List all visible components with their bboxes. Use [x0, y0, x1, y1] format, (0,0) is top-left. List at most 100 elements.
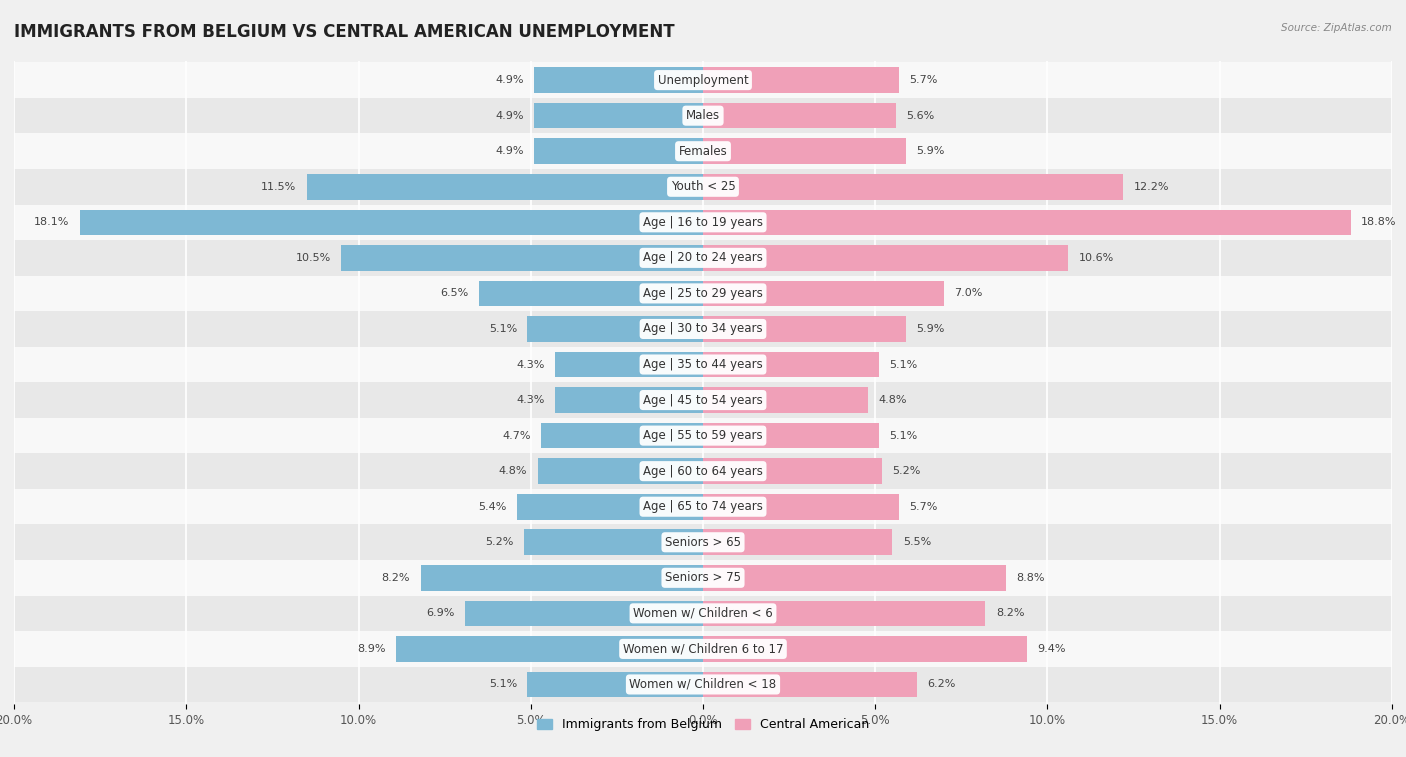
Text: 6.5%: 6.5%: [440, 288, 468, 298]
Bar: [703, 67, 900, 93]
Bar: [703, 423, 879, 448]
Text: 5.2%: 5.2%: [893, 466, 921, 476]
Bar: [14, 453, 1392, 489]
Bar: [14, 133, 1392, 169]
Bar: [527, 671, 703, 697]
Text: 4.9%: 4.9%: [495, 111, 524, 120]
Bar: [420, 565, 703, 590]
Text: Age | 20 to 24 years: Age | 20 to 24 years: [643, 251, 763, 264]
Text: 5.5%: 5.5%: [903, 537, 931, 547]
Text: Women w/ Children < 6: Women w/ Children < 6: [633, 607, 773, 620]
Text: Males: Males: [686, 109, 720, 122]
Bar: [342, 245, 703, 271]
Text: Females: Females: [679, 145, 727, 157]
Bar: [14, 169, 1392, 204]
Bar: [396, 636, 703, 662]
Bar: [555, 388, 703, 413]
Bar: [703, 316, 907, 341]
Bar: [534, 103, 703, 129]
Text: 10.6%: 10.6%: [1078, 253, 1114, 263]
Text: 5.9%: 5.9%: [917, 324, 945, 334]
Text: 4.8%: 4.8%: [879, 395, 907, 405]
Bar: [14, 418, 1392, 453]
Bar: [14, 525, 1392, 560]
Text: Age | 25 to 29 years: Age | 25 to 29 years: [643, 287, 763, 300]
Text: 4.3%: 4.3%: [516, 395, 544, 405]
Text: Women w/ Children 6 to 17: Women w/ Children 6 to 17: [623, 643, 783, 656]
Bar: [534, 67, 703, 93]
Bar: [703, 281, 945, 307]
Bar: [14, 667, 1392, 702]
Text: Seniors > 65: Seniors > 65: [665, 536, 741, 549]
Text: Unemployment: Unemployment: [658, 73, 748, 86]
Text: 12.2%: 12.2%: [1133, 182, 1168, 192]
Text: Age | 16 to 19 years: Age | 16 to 19 years: [643, 216, 763, 229]
Bar: [14, 347, 1392, 382]
Bar: [14, 62, 1392, 98]
Bar: [479, 281, 703, 307]
Text: 18.8%: 18.8%: [1361, 217, 1396, 227]
Text: Age | 65 to 74 years: Age | 65 to 74 years: [643, 500, 763, 513]
Legend: Immigrants from Belgium, Central American: Immigrants from Belgium, Central America…: [531, 713, 875, 737]
Bar: [14, 98, 1392, 133]
Bar: [555, 352, 703, 377]
Bar: [703, 174, 1123, 200]
Text: 4.8%: 4.8%: [499, 466, 527, 476]
Bar: [517, 494, 703, 519]
Text: 5.1%: 5.1%: [489, 324, 517, 334]
Bar: [524, 529, 703, 555]
Text: 8.2%: 8.2%: [995, 609, 1025, 618]
Text: Age | 45 to 54 years: Age | 45 to 54 years: [643, 394, 763, 407]
Text: 6.2%: 6.2%: [927, 680, 955, 690]
Bar: [14, 596, 1392, 631]
Text: 5.9%: 5.9%: [917, 146, 945, 156]
Bar: [703, 529, 893, 555]
Bar: [527, 316, 703, 341]
Text: Age | 60 to 64 years: Age | 60 to 64 years: [643, 465, 763, 478]
Text: 5.7%: 5.7%: [910, 502, 938, 512]
Text: 5.1%: 5.1%: [489, 680, 517, 690]
Text: 5.6%: 5.6%: [907, 111, 935, 120]
Bar: [14, 489, 1392, 525]
Bar: [14, 276, 1392, 311]
Bar: [14, 631, 1392, 667]
Text: Youth < 25: Youth < 25: [671, 180, 735, 193]
Text: Seniors > 75: Seniors > 75: [665, 572, 741, 584]
Bar: [465, 600, 703, 626]
Bar: [537, 458, 703, 484]
Text: 5.1%: 5.1%: [889, 360, 917, 369]
Text: IMMIGRANTS FROM BELGIUM VS CENTRAL AMERICAN UNEMPLOYMENT: IMMIGRANTS FROM BELGIUM VS CENTRAL AMERI…: [14, 23, 675, 41]
Bar: [703, 245, 1069, 271]
Text: 5.4%: 5.4%: [478, 502, 506, 512]
Bar: [703, 671, 917, 697]
Text: 8.2%: 8.2%: [381, 573, 411, 583]
Text: 8.8%: 8.8%: [1017, 573, 1045, 583]
Bar: [703, 139, 907, 164]
Text: 10.5%: 10.5%: [295, 253, 330, 263]
Bar: [703, 458, 882, 484]
Text: 4.3%: 4.3%: [516, 360, 544, 369]
Bar: [80, 210, 703, 235]
Text: 4.9%: 4.9%: [495, 146, 524, 156]
Bar: [541, 423, 703, 448]
Text: Age | 55 to 59 years: Age | 55 to 59 years: [643, 429, 763, 442]
Text: Source: ZipAtlas.com: Source: ZipAtlas.com: [1281, 23, 1392, 33]
Bar: [703, 388, 869, 413]
Bar: [703, 636, 1026, 662]
Text: 7.0%: 7.0%: [955, 288, 983, 298]
Text: 8.9%: 8.9%: [357, 644, 387, 654]
Bar: [703, 210, 1351, 235]
Text: 5.2%: 5.2%: [485, 537, 513, 547]
Text: 4.9%: 4.9%: [495, 75, 524, 85]
Text: 11.5%: 11.5%: [262, 182, 297, 192]
Text: 9.4%: 9.4%: [1038, 644, 1066, 654]
Bar: [14, 311, 1392, 347]
Text: 6.9%: 6.9%: [426, 609, 456, 618]
Bar: [14, 240, 1392, 276]
Text: 5.7%: 5.7%: [910, 75, 938, 85]
Text: Women w/ Children < 18: Women w/ Children < 18: [630, 678, 776, 691]
Text: Age | 35 to 44 years: Age | 35 to 44 years: [643, 358, 763, 371]
Bar: [703, 600, 986, 626]
Bar: [703, 565, 1007, 590]
Bar: [703, 103, 896, 129]
